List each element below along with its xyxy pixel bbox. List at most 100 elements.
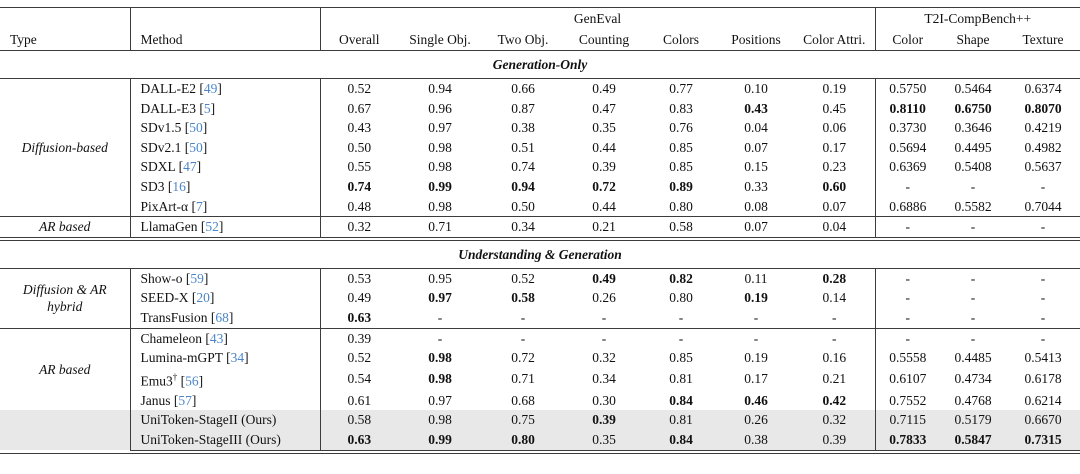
citation-ref[interactable]: 50 bbox=[189, 139, 203, 155]
value-cell: - bbox=[520, 309, 526, 325]
method-cell: SEED-X [20] bbox=[129, 288, 320, 308]
value-cell: 0.99 bbox=[398, 430, 482, 451]
citation-ref[interactable]: 34 bbox=[230, 350, 245, 366]
value-cell: 0.19 bbox=[744, 290, 768, 306]
value-cell: 0.5847 bbox=[940, 430, 1006, 451]
citation-ref[interactable]: 59 bbox=[190, 270, 204, 286]
value-cell: 0.81 bbox=[644, 410, 718, 430]
citation-ref[interactable]: 43 bbox=[209, 330, 224, 346]
column-header-colors: Colors bbox=[644, 29, 718, 51]
method-cell: LlamaGen [52] bbox=[129, 216, 320, 238]
table-row: PixArt-α [7] 0.48 0.98 0.50 0.44 0.80 0.08 0.07… bbox=[0, 196, 1080, 217]
method-name: SD3 bbox=[140, 178, 165, 194]
citation-ref[interactable]: 5 bbox=[203, 100, 211, 116]
table-row: AR based LlamaGen [52] 0.32 0.71 0.34 0.21 0.5… bbox=[0, 216, 1080, 238]
value-cell: 0.58 bbox=[644, 216, 718, 238]
citation-ref[interactable]: 56 bbox=[185, 373, 199, 389]
value-cell: 0.49 bbox=[592, 81, 616, 96]
method-name: SDXL bbox=[140, 159, 176, 175]
value-cell: - bbox=[718, 327, 794, 349]
column-header-overall: Overall bbox=[319, 29, 398, 51]
value-cell: 0.94 bbox=[511, 178, 535, 194]
value-cell: - bbox=[1006, 216, 1080, 238]
value-cell: - bbox=[398, 327, 482, 349]
value-cell: - bbox=[874, 327, 940, 349]
value-cell: 0.15 bbox=[744, 159, 768, 175]
value-cell: 0.42 bbox=[822, 392, 847, 408]
value-cell: 0.19 bbox=[822, 81, 847, 96]
method-cell: PixArt-α [7] bbox=[129, 196, 320, 217]
geneval-group-header: GenEval bbox=[319, 7, 875, 29]
value-cell: 0.32 bbox=[592, 350, 616, 366]
value-cell: 0.71 bbox=[511, 371, 535, 387]
citation-ref[interactable]: 57 bbox=[178, 392, 192, 408]
value-cell: 0.52 bbox=[319, 348, 398, 368]
value-cell: 0.85 bbox=[669, 159, 693, 175]
citation-ref[interactable]: 68 bbox=[215, 309, 229, 325]
value-cell: 0.6750 bbox=[954, 100, 992, 116]
method-cell: SDv1.5 [50] bbox=[129, 118, 320, 138]
citation-ref[interactable]: 16 bbox=[172, 178, 186, 194]
value-cell: 0.5558 bbox=[874, 348, 940, 368]
value-cell: 0.5179 bbox=[940, 410, 1006, 430]
value-cell: 0.7115 bbox=[874, 410, 940, 430]
value-cell: - bbox=[940, 327, 1006, 349]
type-label: AR based bbox=[39, 219, 91, 235]
value-cell: - bbox=[970, 309, 976, 325]
value-cell: 0.58 bbox=[319, 410, 398, 430]
table-row: Diffusion-based DALL-E2 [49] 0.52 0.94 0.66 0… bbox=[0, 78, 1080, 155]
value-cell: 0.8070 bbox=[1024, 100, 1062, 116]
value-cell: 0.87 bbox=[511, 100, 535, 116]
value-cell: 0.74 bbox=[511, 159, 535, 175]
value-cell: 0.55 bbox=[319, 157, 398, 177]
value-cell: 0.54 bbox=[319, 367, 398, 391]
table-row: Lumina-mGPT [34] 0.52 0.98 0.72 0.32 0.85 0.19… bbox=[0, 348, 1080, 368]
value-cell: 0.3646 bbox=[954, 120, 992, 136]
double-rule-gap bbox=[0, 237, 1080, 241]
value-cell: 0.89 bbox=[669, 178, 693, 194]
citation-ref[interactable]: 52 bbox=[205, 219, 219, 235]
column-header-counting: Counting bbox=[564, 29, 644, 51]
value-cell: 0.63 bbox=[319, 307, 398, 329]
method-cell: UniToken-StageII (Ours) bbox=[129, 410, 320, 430]
value-cell: 0.49 bbox=[319, 288, 398, 308]
method-cell: Janus [57] bbox=[129, 390, 320, 411]
value-cell: 0.51 bbox=[511, 139, 535, 155]
value-cell: 0.07 bbox=[744, 139, 768, 155]
value-cell: 0.6369 bbox=[874, 157, 940, 177]
value-cell: 0.58 bbox=[511, 290, 535, 306]
value-cell: 0.52 bbox=[319, 78, 398, 99]
citation-ref[interactable]: 50 bbox=[189, 120, 203, 136]
value-cell: 0.75 bbox=[482, 410, 564, 430]
value-cell: 0.5464 bbox=[954, 81, 992, 96]
method-cell: DALL-E3 [5] bbox=[129, 98, 320, 119]
method-name: DALL-E2 bbox=[140, 81, 196, 96]
value-cell: - bbox=[832, 309, 837, 325]
value-cell: 0.3730 bbox=[874, 118, 940, 138]
value-cell: - bbox=[970, 290, 976, 306]
value-cell: 0.39 bbox=[794, 430, 875, 451]
value-cell: - bbox=[940, 216, 1006, 238]
value-cell: 0.35 bbox=[564, 430, 644, 451]
method-name: Show-o bbox=[140, 270, 183, 286]
value-cell: 0.96 bbox=[428, 100, 452, 116]
citation-ref[interactable]: 49 bbox=[203, 81, 218, 96]
value-cell: 0.6178 bbox=[1024, 371, 1062, 387]
value-cell: 0.5582 bbox=[954, 198, 992, 214]
citation-ref[interactable]: 20 bbox=[196, 290, 210, 306]
column-header-shape: Shape bbox=[940, 29, 1006, 51]
value-cell: 0.98 bbox=[428, 371, 452, 387]
value-cell: 0.08 bbox=[744, 198, 768, 214]
value-cell: 0.49 bbox=[592, 270, 616, 286]
value-cell: - bbox=[1040, 178, 1046, 194]
t2i-group-header: T2I-CompBench++ bbox=[874, 7, 1080, 29]
value-cell: 0.76 bbox=[669, 120, 693, 136]
value-cell: 0.5408 bbox=[954, 159, 992, 175]
table-row: UniToken-StageIII (Ours) 0.63 0.99 0.80 0.35… bbox=[0, 430, 1080, 451]
value-cell: 0.72 bbox=[592, 178, 616, 194]
citation-ref[interactable]: 47 bbox=[183, 159, 197, 175]
method-cell: SD3 [16] bbox=[129, 176, 320, 197]
value-cell: 0.50 bbox=[511, 198, 535, 214]
value-cell: 0.98 bbox=[428, 139, 452, 155]
citation-ref[interactable]: 7 bbox=[195, 198, 203, 214]
